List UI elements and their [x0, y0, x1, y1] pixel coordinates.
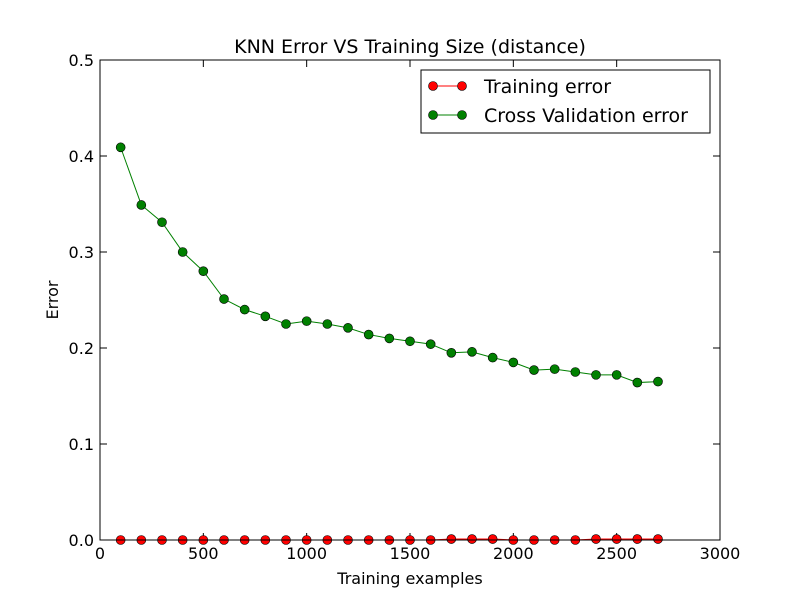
- legend-cv-marker: [457, 110, 467, 120]
- plot-frame: [99, 59, 721, 541]
- cv-error-point: [260, 311, 271, 322]
- cv-error-point: [157, 217, 167, 228]
- cv-error-point: [115, 142, 126, 153]
- cv-error-point: [591, 370, 601, 380]
- cv-error-point: [653, 376, 663, 387]
- y-tick-label: 0.5: [69, 51, 94, 70]
- y-axis-label: Error: [43, 280, 62, 319]
- training-error-point: [611, 534, 622, 544]
- cv-error-point: [219, 294, 229, 304]
- plot-area: 0 500 1000 1500 2000 2500 3000 0.0 0.1 0.2 0.3 0.4 0…: [69, 51, 741, 563]
- y-tick-label: 0.2: [69, 339, 94, 358]
- cv-error-point: [611, 370, 622, 380]
- cv-error-point: [343, 323, 353, 333]
- cv-error-point: [384, 333, 395, 344]
- y-tick-label: 0.4: [69, 147, 94, 166]
- cv-error-point: [549, 364, 560, 374]
- x-tick-label: 2500: [596, 544, 637, 563]
- legend-cv-label: Cross Validation error: [484, 105, 688, 127]
- cv-error-point: [487, 352, 498, 363]
- cv-error-point: [405, 336, 415, 347]
- x-tick-label: 2000: [493, 544, 534, 563]
- cv-error-point: [177, 247, 188, 257]
- x-tick-label: 3000: [700, 544, 741, 563]
- training-error-point: [487, 534, 498, 544]
- y-tick-label: 0.1: [69, 435, 94, 454]
- training-error-point: [591, 534, 601, 544]
- training-error-point: [632, 534, 643, 544]
- cv-error-point: [363, 329, 374, 340]
- cv-error-point: [446, 347, 457, 358]
- cv-error-point: [570, 367, 581, 377]
- legend-training-marker: [457, 81, 467, 91]
- legend: Training error Cross Validation error: [420, 69, 711, 134]
- chart-title: KNN Error VS Training Size (distance): [234, 36, 586, 58]
- cv-error-point: [281, 319, 291, 329]
- cv-error-point: [198, 266, 209, 277]
- cv-error-point: [322, 319, 333, 329]
- legend-cv-marker: [428, 110, 438, 120]
- training-error-point: [653, 534, 663, 544]
- cv-error-point: [467, 347, 477, 357]
- x-axis-label: Training examples: [336, 569, 482, 588]
- cv-error-point: [301, 316, 312, 326]
- x-tick-label: 0: [95, 544, 105, 563]
- cv-error-point: [508, 357, 519, 368]
- x-tick-label: 1000: [286, 544, 327, 563]
- cv-error-point: [632, 377, 643, 388]
- cv-error-point: [529, 365, 539, 375]
- cv-error-point: [239, 304, 250, 315]
- legend-box: [420, 69, 711, 134]
- y-tick-label: 0.3: [69, 243, 94, 262]
- x-tick-label: 1500: [390, 544, 431, 563]
- y-tick-label: 0.0: [69, 531, 94, 550]
- x-tick-label: 500: [188, 544, 219, 563]
- training-error-point: [467, 534, 477, 544]
- legend-training-marker: [428, 81, 438, 91]
- legend-training-label: Training error: [483, 76, 611, 98]
- cv-error-point: [425, 339, 436, 349]
- training-error-point: [446, 534, 457, 544]
- cv-error-point: [136, 200, 147, 210]
